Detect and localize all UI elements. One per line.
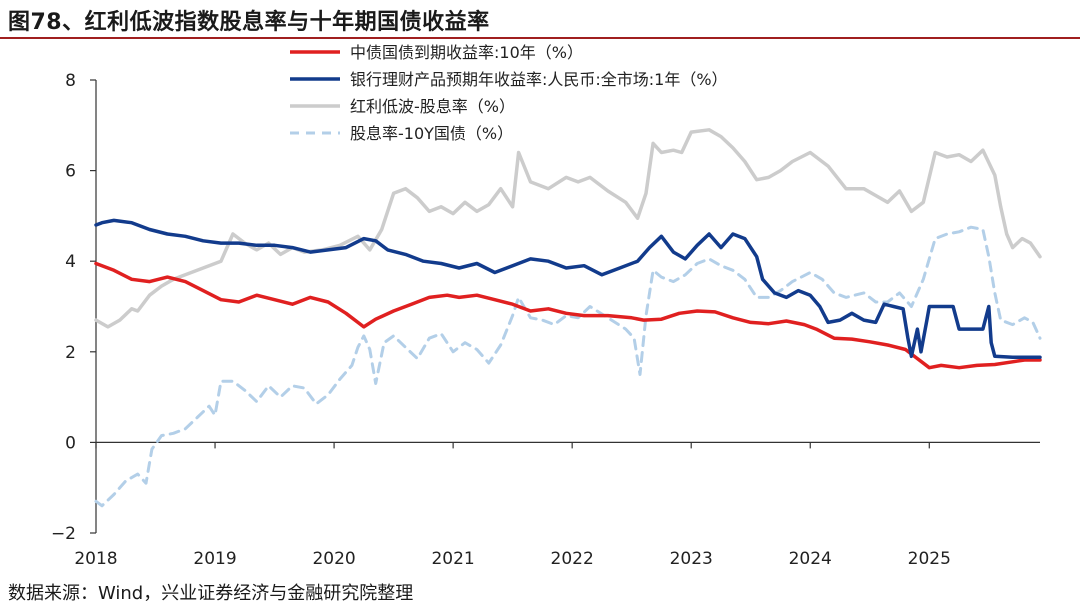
x-tick-label: 2019 [193,549,236,569]
chart-series [94,128,1042,508]
legend-label-4: 股息率-10Y国债（%） [350,124,513,143]
x-tick-label: 2023 [670,549,713,569]
chart-legend: 中债国债到期收益率:10年（%） 银行理财产品预期年收益率:人民币:全市场:1年（… [290,43,728,143]
x-tick-label: 2020 [312,549,355,569]
x-tick-label: 2024 [789,549,832,569]
y-tick-label: 0 [65,433,76,453]
figure-title: 图78、红利低波指数股息率与十年期国债收益率 [8,10,490,35]
source-note: 数据来源：Wind，兴业证券经济与金融研究院整理 [8,583,414,604]
series-line-4 [94,225,1042,508]
series-line-2 [94,218,1042,359]
chart-axes: −2 0 2 4 6 8 2018 2019 2020 2021 2022 2023 2024 2025 [51,71,1040,569]
y-tick-label: 4 [65,252,76,272]
title-divider [0,37,1080,39]
legend-label-1: 中债国债到期收益率:10年（%） [350,43,583,62]
y-tick-label: 6 [65,162,76,182]
x-tick-label: 2021 [431,549,474,569]
series-line-1 [94,261,1042,370]
y-tick-label: −2 [51,524,76,544]
y-tick-label: 8 [65,71,76,91]
x-tick-label: 2022 [551,549,594,569]
legend-label-3: 红利低波-股息率（%） [350,97,515,116]
y-tick-label: 2 [65,343,76,363]
legend-label-2: 银行理财产品预期年收益率:人民币:全市场:1年（%） [350,70,728,89]
series-line-3 [94,128,1042,329]
x-tick-label: 2018 [74,549,117,569]
x-tick-label: 2025 [908,549,951,569]
